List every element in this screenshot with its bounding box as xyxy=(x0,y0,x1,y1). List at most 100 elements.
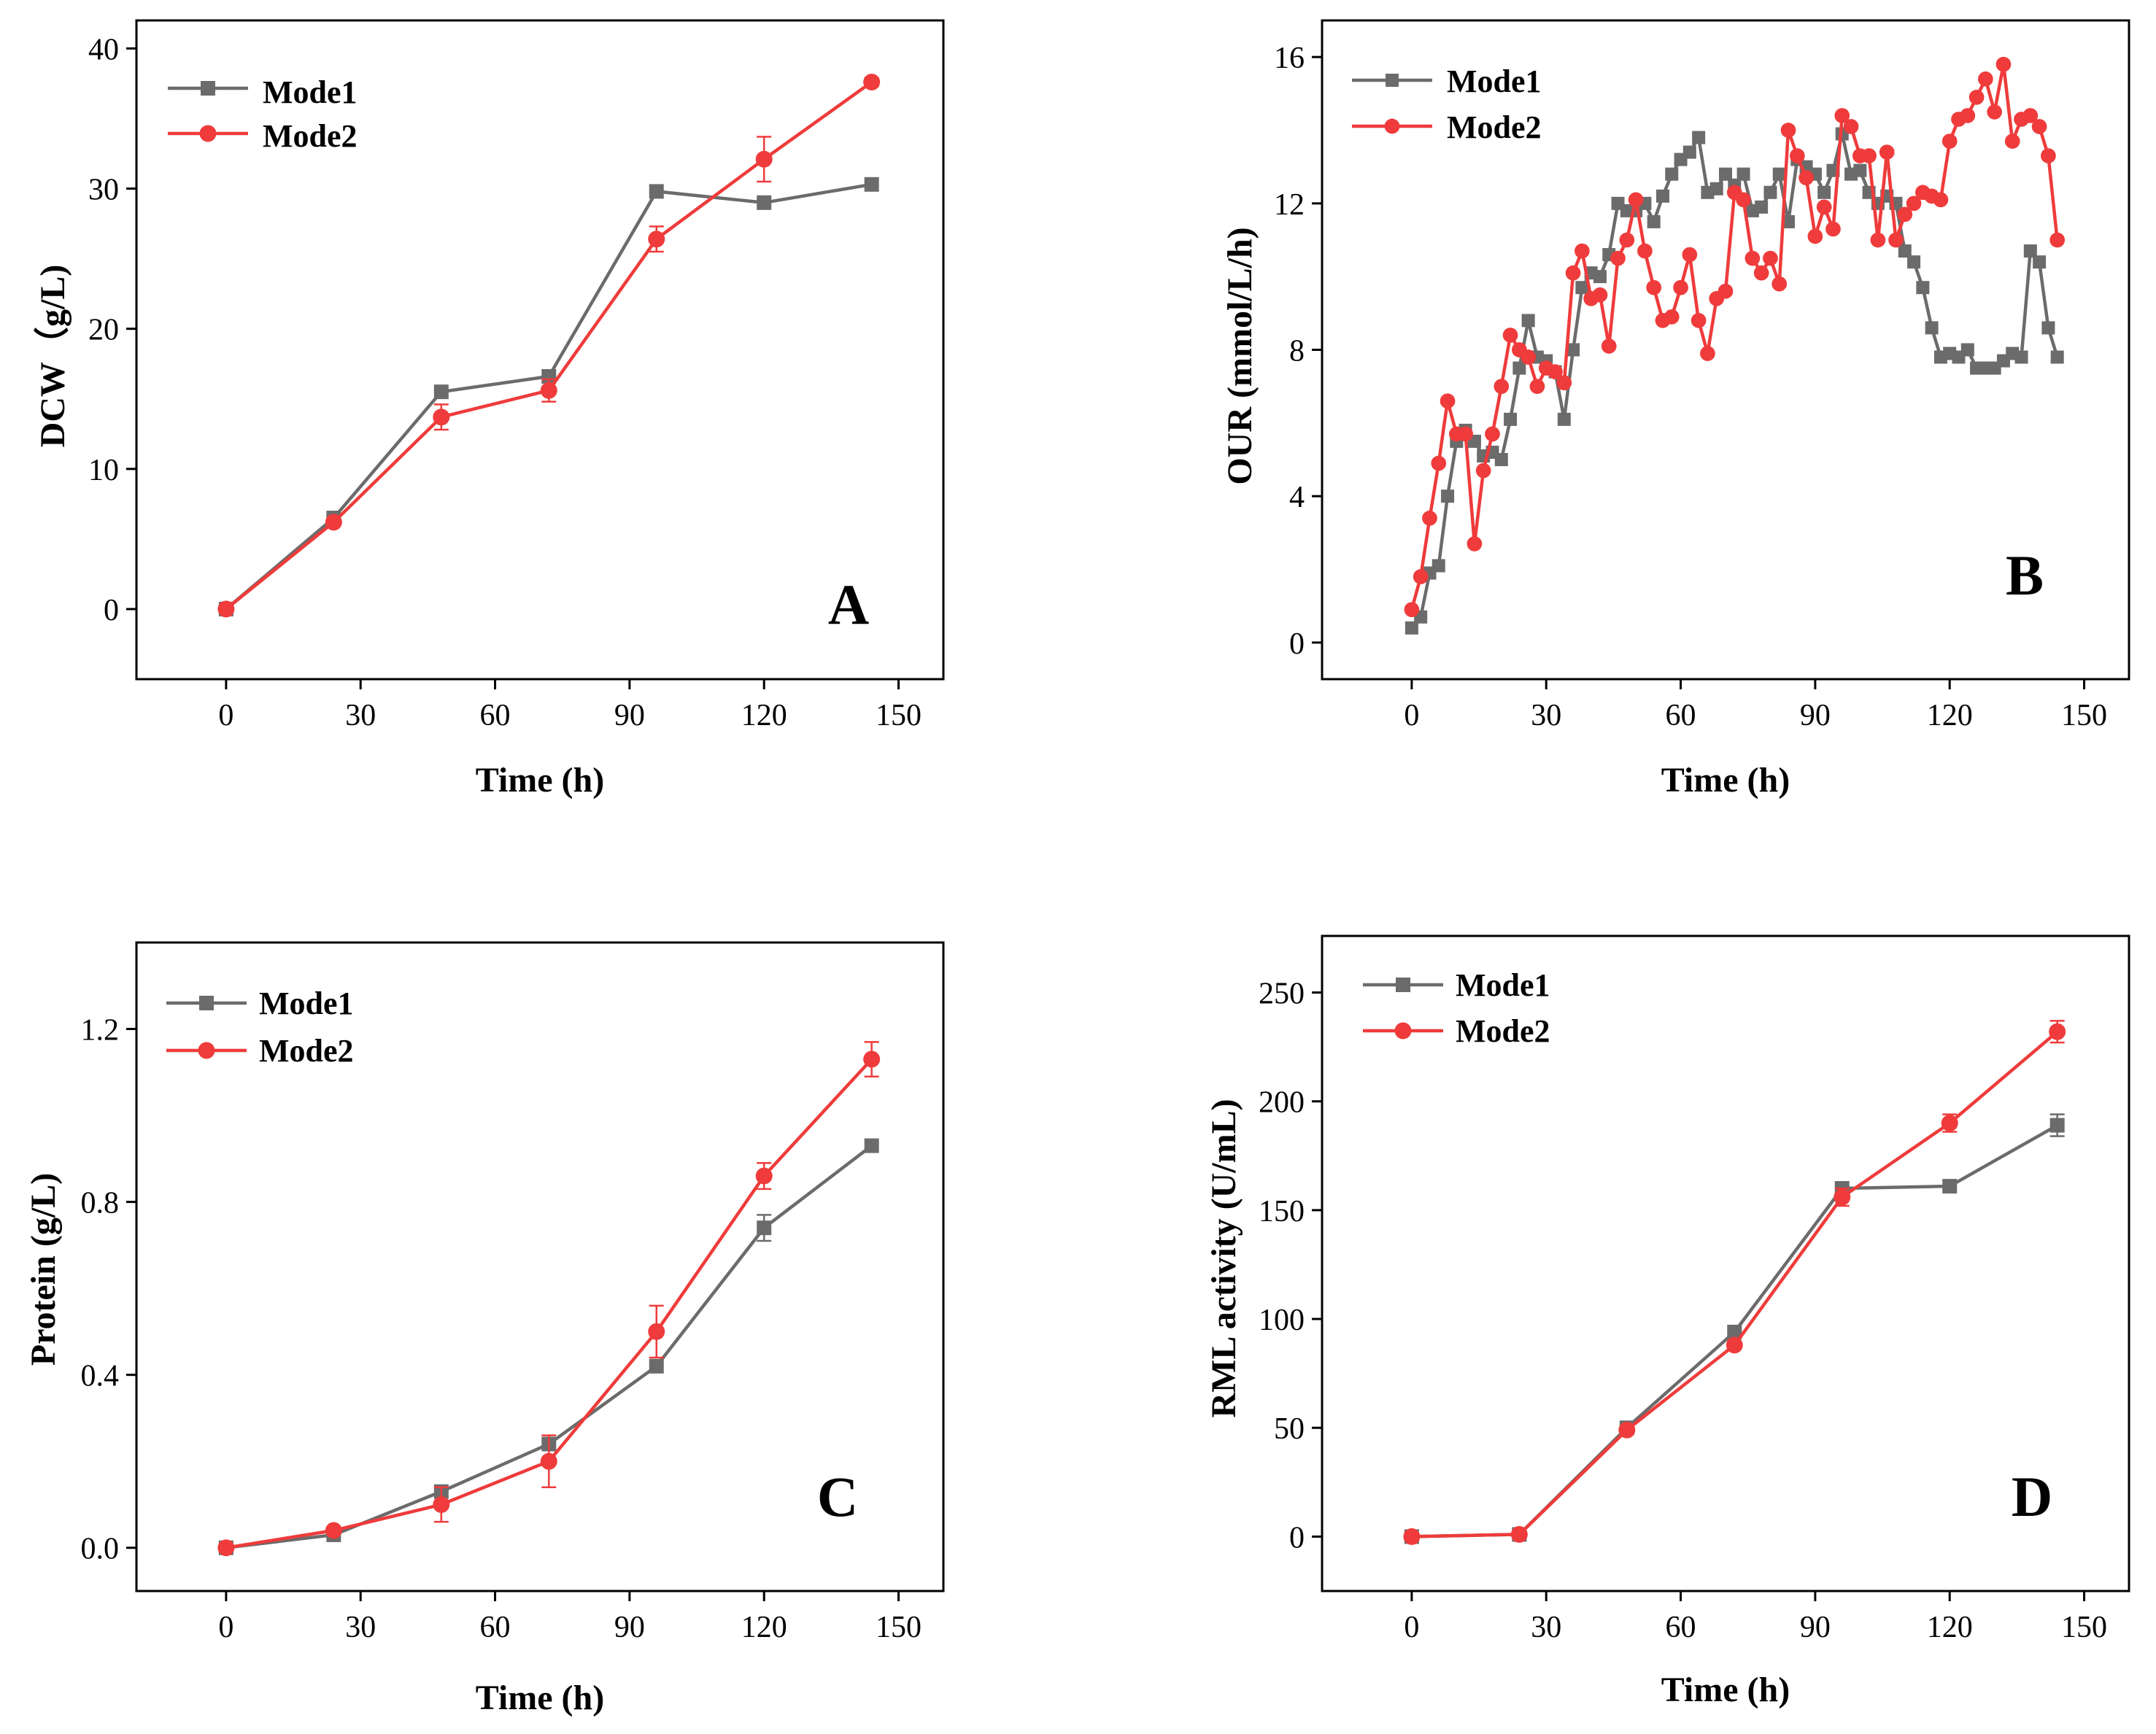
panel-d-xlabel: Time (h) xyxy=(1661,1671,1790,1709)
panel-b-mode1-point xyxy=(2023,244,2037,258)
panel-b-legend-marker-mode1 xyxy=(1386,74,1399,87)
panel-b-mode2-point xyxy=(1440,393,1456,409)
panel-b-mode2-point xyxy=(1879,144,1895,160)
panel-b-mode1-point xyxy=(1575,281,1589,295)
panel-b-legend-mode1: Mode1 xyxy=(1447,63,1542,99)
panel-b-mode1-point xyxy=(1692,131,1706,144)
panel-b-mode2-point xyxy=(1843,119,1859,134)
panel-b-mode1-point xyxy=(1755,200,1769,214)
panel-a-plot: 0 30 60 90 120 150 0 10 20 30 40 xyxy=(88,19,945,732)
panel-c-mode1-point xyxy=(757,1220,772,1236)
panel-a-xlabel: Time (h) xyxy=(476,761,604,800)
panel-b-mode2-point xyxy=(1556,375,1572,391)
panel-b-mode2-point xyxy=(2041,148,2056,163)
panel-b-ytick-label: 16 xyxy=(1274,42,1305,75)
panel-b-mode2-point xyxy=(1529,379,1545,395)
panel-c-ytick-label: 0.4 xyxy=(81,1360,120,1393)
panel-b-mode2-point xyxy=(1619,232,1635,248)
panel-b-mode2-point xyxy=(2031,119,2047,134)
panel-c-mode2-point xyxy=(755,1167,773,1185)
panel-d-legend-marker-mode2 xyxy=(1394,1022,1412,1040)
panel-d-xtick-label: 90 xyxy=(1800,1611,1831,1644)
panel-b-mode1-point xyxy=(1719,167,1732,181)
panel-b-mode1-point xyxy=(1763,185,1777,199)
panel-b-mode1-point xyxy=(2014,350,2028,364)
panel-c-xtick-label: 60 xyxy=(480,1611,511,1644)
panel-b-mode1-point xyxy=(1817,185,1831,199)
panel-b-mode1-point xyxy=(1772,167,1786,181)
panel-b-mode1-point xyxy=(1593,270,1607,284)
panel-a-legend-swatch-mode2 xyxy=(168,125,248,142)
panel-d-mode2-point xyxy=(1618,1421,1636,1439)
panel-b-mode2-point xyxy=(1637,243,1653,259)
panel-b-mode1-point xyxy=(1736,167,1750,181)
panel-b-mode1-point xyxy=(1925,321,1939,335)
panel-b-mode2-point xyxy=(1575,243,1590,259)
panel-d: 0 30 60 90 120 150 0 50 100 150 200 250 Time (h) RM… xyxy=(1205,934,2130,1709)
panel-b-mode2-point xyxy=(1995,56,2012,72)
panel-b-mode1-point xyxy=(1521,314,1535,328)
panel-b-mode2-point xyxy=(1458,426,1473,442)
panel-b-mode2-point xyxy=(1673,279,1688,295)
panel-b-mode1-point xyxy=(1566,343,1580,357)
panel-b-mode1-point xyxy=(1853,163,1867,177)
panel-b-mode2-point xyxy=(1404,602,1420,618)
panel-d-mode2-point xyxy=(1403,1528,1421,1545)
panel-c-mode1-point xyxy=(864,1138,879,1153)
panel-c-mode2-point xyxy=(217,1539,235,1557)
panel-c-xtick-label: 30 xyxy=(345,1611,376,1644)
panel-c-legend-mode1: Mode1 xyxy=(259,986,354,1021)
panel-b-mode2-point xyxy=(1718,283,1734,299)
panel-d-xtick-label: 30 xyxy=(1531,1611,1561,1644)
panel-d-legend-swatch-mode1 xyxy=(1363,978,1443,992)
panel-b-mode1-point xyxy=(1405,621,1418,635)
panel-d-xtick-label: 0 xyxy=(1404,1611,1419,1644)
panel-a-xtick-label: 0 xyxy=(218,699,233,732)
panel-b-ytick-label: 8 xyxy=(1289,335,1305,368)
panel-d-mode2-point xyxy=(2049,1023,2066,1040)
panel-b-mode2-point xyxy=(1413,569,1429,584)
panel-d-xtick-label: 120 xyxy=(1927,1611,1973,1644)
panel-a-mode2-point xyxy=(217,600,235,618)
panel-b-mode1-point xyxy=(1655,189,1669,203)
panel-a-letter: A xyxy=(828,573,869,636)
panel-a-mode1-point xyxy=(757,195,772,210)
panel-c-ylabel: Protein (g/L) xyxy=(24,1173,63,1366)
panel-b-mode2-point xyxy=(1825,221,1841,237)
panel-b-ytick-label: 4 xyxy=(1289,481,1305,514)
panel-c-legend-marker-mode2 xyxy=(198,1042,215,1059)
panel-b-mode2-point xyxy=(1592,287,1608,303)
panel-b-mode1-point xyxy=(1557,412,1571,426)
panel-b-mode2-point xyxy=(1628,192,1644,208)
panel-b-xtick-label: 60 xyxy=(1666,699,1696,732)
panel-b-mode2-point xyxy=(1565,265,1581,281)
panel-d-mode2-point xyxy=(1941,1115,1958,1132)
panel-d-legend-mode2: Mode2 xyxy=(1456,1013,1550,1049)
panel-a: 0 30 60 90 120 150 0 10 20 30 40 Time (h) DCW（g/L)… xyxy=(34,19,945,800)
panel-d-ytick-label: 250 xyxy=(1259,978,1305,1011)
panel-b-mode2-point xyxy=(1431,455,1447,471)
panel-b-mode2-point xyxy=(1753,265,1769,281)
panel-b-mode2-point xyxy=(1601,338,1617,354)
panel-a-xtick-label: 150 xyxy=(876,699,921,732)
panel-a-ytick-label: 20 xyxy=(88,314,119,347)
panel-a-mode1-point xyxy=(433,384,449,400)
panel-b-mode2-point xyxy=(1736,192,1751,208)
panel-d-xtick-label: 60 xyxy=(1666,1611,1696,1644)
panel-d-legend-marker-mode1 xyxy=(1396,978,1410,992)
panel-a-legend-marker-mode2 xyxy=(199,125,217,142)
panel-d-mode2-line xyxy=(1411,1030,2059,1538)
panel-c-series-mode1 xyxy=(218,1138,879,1555)
panel-b-mode2-point xyxy=(1834,108,1850,123)
panel-b-mode2-point xyxy=(1897,206,1913,222)
panel-b-mode2-point xyxy=(1646,279,1662,295)
panel-c-legend-mode2: Mode2 xyxy=(259,1033,354,1069)
panel-d-ytick-label: 200 xyxy=(1259,1086,1305,1120)
panel-b-mode2-point xyxy=(1771,276,1788,292)
panel-a-legend-mode1: Mode1 xyxy=(263,74,358,110)
panel-b-xtick-label: 0 xyxy=(1404,699,1419,732)
panel-b-mode2-point xyxy=(1870,232,1886,248)
panel-c-legend-marker-mode1 xyxy=(199,996,214,1010)
panel-b-mode1-point xyxy=(1682,145,1696,159)
panel-b-mode2-point xyxy=(1960,108,1976,123)
